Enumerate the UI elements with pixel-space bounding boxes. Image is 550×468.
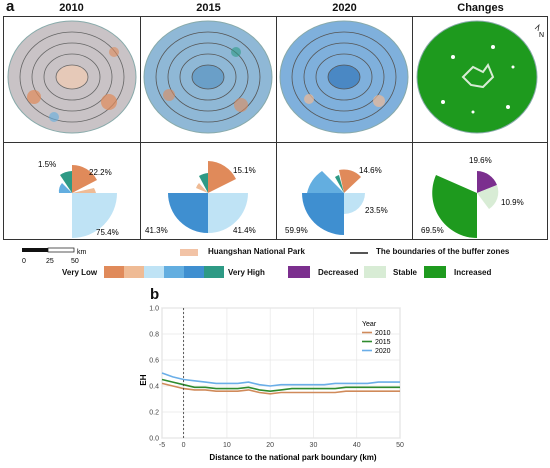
y-tick-label-2: 0.4 [149, 384, 159, 391]
legend-stable-swatch [364, 266, 386, 278]
scale-bar: km 0 25 50 [22, 247, 122, 267]
legend-label-2015: 2015 [375, 339, 391, 346]
map-2010 [4, 17, 140, 142]
north-arrow-icon [534, 23, 540, 32]
x-tick-label-2: 10 [223, 442, 231, 449]
panel-b-label: b [150, 286, 160, 303]
scale-tick-0: 0 [22, 258, 26, 265]
legend-level-6 [204, 266, 224, 278]
scale-tick-50: 50 [71, 258, 79, 265]
x-axis-label: Distance to the national park boundary (… [209, 453, 376, 462]
pie-label-2010-0: 1.5% [38, 160, 56, 169]
column-title-2020: 2020 [332, 2, 357, 14]
pie-label-2015-2: 41.4% [233, 226, 256, 235]
pie-cell-2020: 14.6% 23.5% 59.9% [277, 143, 412, 240]
x-tick-label-4: 30 [310, 442, 318, 449]
legend-title: Year [362, 321, 377, 328]
y-tick-label-5: 1.0 [149, 306, 159, 313]
map-2020 [277, 17, 412, 142]
column-title-changes: Changes [457, 2, 504, 14]
x-tick-label-3: 20 [266, 442, 274, 449]
legend-decreased-swatch [288, 266, 310, 278]
pie-label-2020-1: 23.5% [365, 206, 388, 215]
y-tick-label-0: 0.0 [149, 436, 159, 443]
pie-label-2010-2: 75.4% [96, 228, 119, 237]
legend-park-swatch [180, 249, 198, 256]
y-axis-label: EH [140, 374, 148, 385]
line-chart: 0.0 0.2 0.4 0.6 0.8 1.0 -5 0 10 20 30 40 50 Distance… [139, 298, 410, 463]
legend-scale-swatches [104, 266, 224, 278]
column-title-2010: 2010 [59, 2, 84, 14]
x-tick-label-0: -5 [159, 442, 165, 449]
x-tick-label-6: 50 [396, 442, 404, 449]
chart-legend: Year 2010 2015 2020 [362, 321, 391, 355]
column-title-2015: 2015 [196, 2, 221, 14]
scale-unit: km [77, 249, 87, 256]
pie-cell-2015: 15.1% 41.3% 41.4% [141, 143, 276, 240]
legend-decreased-label: Decreased [318, 268, 359, 277]
pie-label-changes-2: 69.5% [421, 226, 444, 235]
scale-tick-25: 25 [46, 258, 54, 265]
map-2015 [141, 17, 276, 142]
legend-stable-label: Stable [393, 268, 418, 277]
legend-label-2010: 2010 [375, 330, 391, 337]
pie-cell-changes: 19.6% 10.9% 69.5% [413, 143, 548, 240]
series-line-2010 [161, 382, 400, 395]
north-label: N [539, 32, 544, 39]
legend-very-low: Very Low [62, 268, 98, 277]
map-changes: N [413, 17, 548, 142]
legend-park-label: Huangshan National Park [208, 247, 305, 256]
pie-label-changes-0: 19.6% [469, 156, 492, 165]
x-tick-label-1: 0 [182, 442, 186, 449]
series-line-2015 [161, 378, 400, 393]
legend-very-high: Very High [228, 268, 265, 277]
pie-label-changes-1: 10.9% [501, 198, 524, 207]
pie-label-2010-1: 22.2% [89, 168, 112, 177]
legend-increased-label: Increased [454, 268, 492, 277]
pie-label-2015-0: 15.1% [233, 166, 256, 175]
legend-level-5 [184, 266, 204, 278]
legend-buffer-line [350, 252, 368, 254]
pie-label-2015-1: 41.3% [145, 226, 168, 235]
legend-buffer-label: The boundaries of the buffer zones [376, 247, 510, 256]
pie-label-2020-0: 14.6% [359, 166, 382, 175]
x-tick-label-5: 40 [353, 442, 361, 449]
legend-increased-swatch [424, 266, 446, 278]
legend-level-1 [104, 266, 124, 278]
legend-level-2 [124, 266, 144, 278]
pie-cell-2010: 1.5% 22.2% 75.4% [4, 143, 140, 240]
y-tick-label-3: 0.6 [149, 358, 159, 365]
pie-label-2020-2: 59.9% [285, 226, 308, 235]
series-line-2020 [161, 372, 400, 387]
y-tick-label-1: 0.2 [149, 410, 159, 417]
legend-label-2020: 2020 [375, 348, 391, 355]
legend-level-3 [144, 266, 164, 278]
y-tick-label-4: 0.8 [149, 332, 159, 339]
panel-a-grid: N 1.5% 22.2% 75.4% 15.1% 41.3% 41.4% [3, 16, 548, 240]
panel-a-label: a [6, 0, 15, 15]
legend-level-4 [164, 266, 184, 278]
